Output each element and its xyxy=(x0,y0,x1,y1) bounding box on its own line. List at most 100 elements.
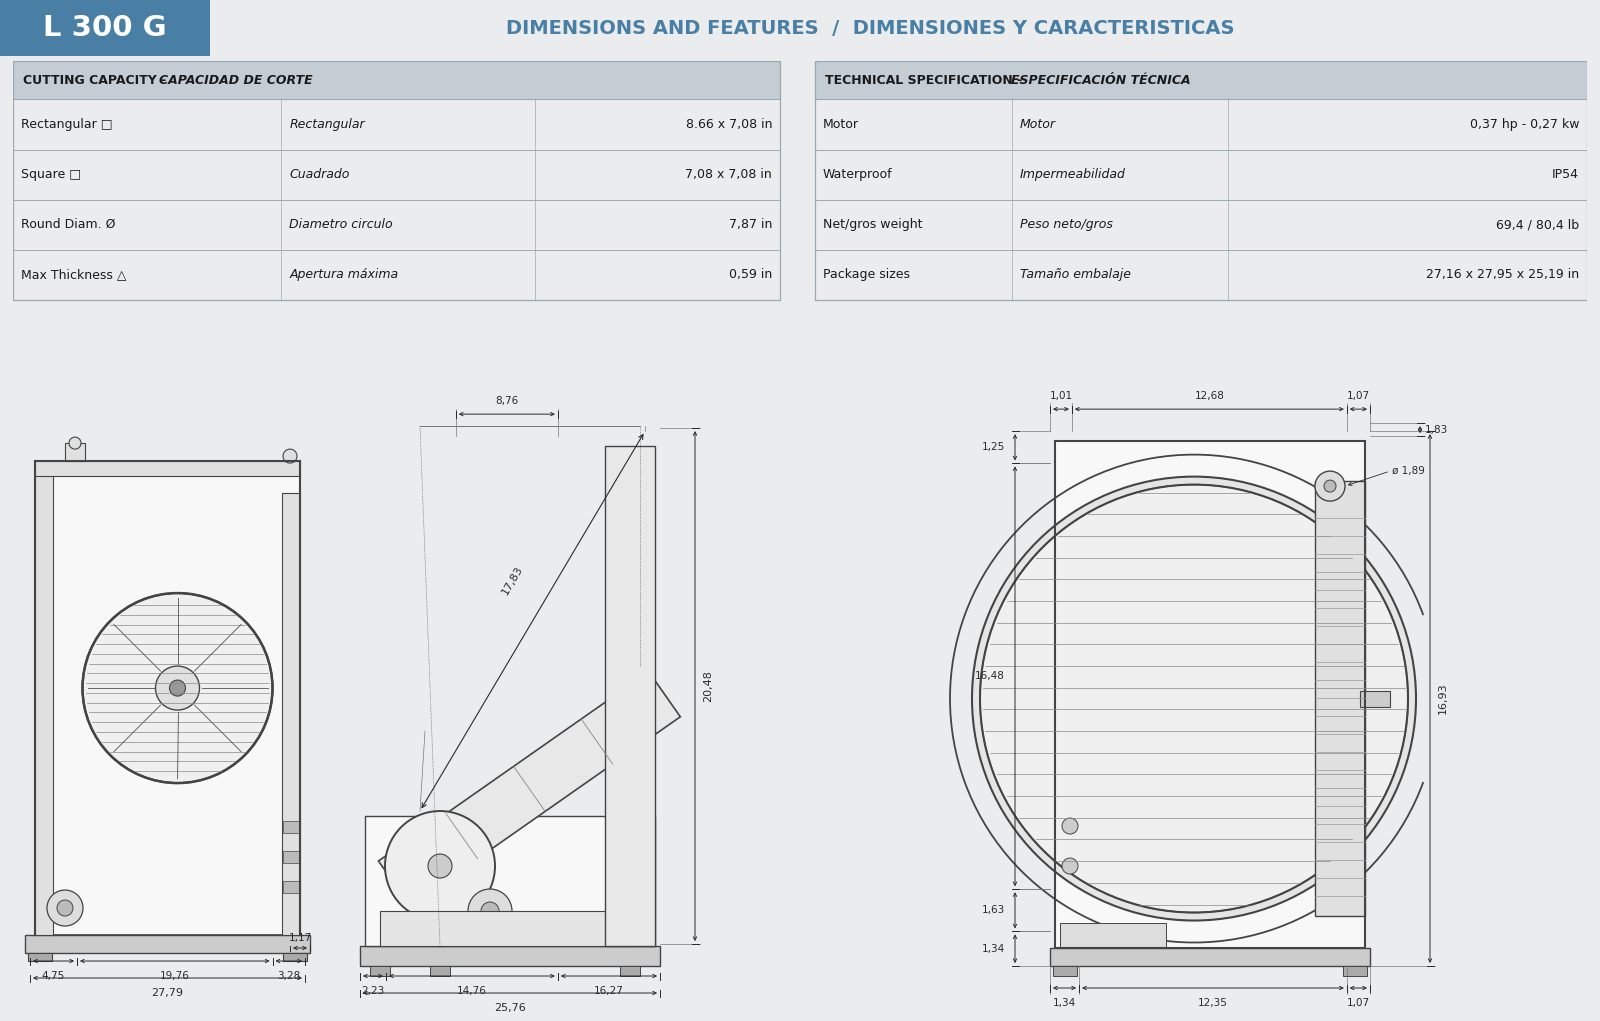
Text: 0,37 hp - 0,27 kw: 0,37 hp - 0,27 kw xyxy=(1470,118,1579,131)
Text: Apertura máxima: Apertura máxima xyxy=(290,269,398,282)
Text: ESPECIFICACIÓN TÉCNICA: ESPECIFICACIÓN TÉCNICA xyxy=(1011,74,1190,87)
Text: 1,34: 1,34 xyxy=(1053,998,1077,1008)
Text: Peso neto/gros: Peso neto/gros xyxy=(1019,218,1112,231)
Text: 27,79: 27,79 xyxy=(152,988,184,998)
Text: 12,68: 12,68 xyxy=(1195,391,1224,401)
FancyBboxPatch shape xyxy=(283,821,299,833)
Text: TECHNICAL SPECIFICATION -: TECHNICAL SPECIFICATION - xyxy=(826,74,1027,87)
Circle shape xyxy=(69,437,82,449)
Text: DIMENSIONS AND FEATURES  /  DIMENSIONES Y CARACTERISTICAS: DIMENSIONS AND FEATURES / DIMENSIONES Y … xyxy=(506,18,1234,38)
Text: 1,01: 1,01 xyxy=(1050,391,1072,401)
Text: 8,76: 8,76 xyxy=(496,396,518,406)
Text: 27,16 x 27,95 x 25,19 in: 27,16 x 27,95 x 25,19 in xyxy=(1426,269,1579,282)
Text: 1,07: 1,07 xyxy=(1347,391,1370,401)
Circle shape xyxy=(1315,471,1346,501)
Text: 1,83: 1,83 xyxy=(1426,425,1448,435)
Circle shape xyxy=(386,811,494,921)
FancyBboxPatch shape xyxy=(66,443,85,461)
Text: 14,76: 14,76 xyxy=(458,986,486,996)
Text: 16,27: 16,27 xyxy=(594,986,624,996)
Text: Motor: Motor xyxy=(822,118,859,131)
Polygon shape xyxy=(621,966,640,976)
FancyBboxPatch shape xyxy=(282,493,301,935)
Text: CUTTING CAPACITY -: CUTTING CAPACITY - xyxy=(22,74,170,87)
Polygon shape xyxy=(370,966,390,976)
Circle shape xyxy=(283,449,298,464)
Text: 0,59 in: 0,59 in xyxy=(730,269,773,282)
Text: L 300 G: L 300 G xyxy=(43,14,166,42)
Text: Net/gros weight: Net/gros weight xyxy=(822,218,923,231)
Text: IP54: IP54 xyxy=(1552,168,1579,181)
Text: 16,93: 16,93 xyxy=(1438,683,1448,715)
Circle shape xyxy=(1325,480,1336,492)
Text: Package sizes: Package sizes xyxy=(822,269,910,282)
FancyBboxPatch shape xyxy=(1315,481,1365,916)
Circle shape xyxy=(1062,858,1078,874)
Polygon shape xyxy=(360,946,661,966)
Text: 1,34: 1,34 xyxy=(982,943,1005,954)
Circle shape xyxy=(155,666,200,710)
Circle shape xyxy=(467,889,512,933)
Text: ø 1,89: ø 1,89 xyxy=(1392,467,1426,476)
Circle shape xyxy=(46,890,83,926)
FancyBboxPatch shape xyxy=(283,881,299,893)
FancyBboxPatch shape xyxy=(35,461,301,476)
Circle shape xyxy=(83,593,272,783)
Polygon shape xyxy=(283,953,307,961)
Text: 8.66 x 7,08 in: 8.66 x 7,08 in xyxy=(685,118,773,131)
Text: 4,75: 4,75 xyxy=(42,971,66,981)
Circle shape xyxy=(979,485,1408,913)
Polygon shape xyxy=(26,935,310,953)
Text: Round Diam. Ø: Round Diam. Ø xyxy=(21,218,115,231)
Circle shape xyxy=(973,477,1416,921)
Polygon shape xyxy=(1342,966,1366,976)
FancyBboxPatch shape xyxy=(0,381,760,981)
Circle shape xyxy=(482,902,499,920)
Text: Diametro circulo: Diametro circulo xyxy=(290,218,394,231)
Polygon shape xyxy=(29,953,51,961)
FancyBboxPatch shape xyxy=(13,61,781,99)
FancyBboxPatch shape xyxy=(35,461,301,935)
Text: 69,4 / 80,4 lb: 69,4 / 80,4 lb xyxy=(1496,218,1579,231)
FancyBboxPatch shape xyxy=(1360,690,1390,707)
Circle shape xyxy=(170,680,186,696)
Text: Max Thickness △: Max Thickness △ xyxy=(21,269,126,282)
Text: Waterproof: Waterproof xyxy=(822,168,893,181)
FancyBboxPatch shape xyxy=(365,816,654,946)
Polygon shape xyxy=(430,966,450,976)
Text: 20,48: 20,48 xyxy=(702,670,714,702)
Text: 2,23: 2,23 xyxy=(362,986,384,996)
Circle shape xyxy=(58,901,74,916)
FancyBboxPatch shape xyxy=(1054,441,1365,949)
Text: 16,48: 16,48 xyxy=(974,672,1005,681)
Text: Rectangular □: Rectangular □ xyxy=(21,118,112,131)
Text: Impermeabilidad: Impermeabilidad xyxy=(1019,168,1126,181)
Circle shape xyxy=(1062,818,1078,834)
FancyBboxPatch shape xyxy=(814,61,1587,99)
FancyBboxPatch shape xyxy=(1059,923,1166,949)
Text: 17,83: 17,83 xyxy=(501,564,525,596)
FancyBboxPatch shape xyxy=(283,852,299,863)
Text: Motor: Motor xyxy=(1019,118,1056,131)
FancyBboxPatch shape xyxy=(605,446,654,946)
FancyBboxPatch shape xyxy=(0,0,210,56)
Text: 7,08 x 7,08 in: 7,08 x 7,08 in xyxy=(685,168,773,181)
Circle shape xyxy=(429,854,453,878)
Text: CAPACIDAD DE CORTE: CAPACIDAD DE CORTE xyxy=(158,74,312,87)
Text: Rectangular: Rectangular xyxy=(290,118,365,131)
Text: 3,28: 3,28 xyxy=(277,971,301,981)
Text: 7,87 in: 7,87 in xyxy=(728,218,773,231)
Polygon shape xyxy=(379,672,680,906)
Polygon shape xyxy=(1050,949,1370,966)
Text: 19,76: 19,76 xyxy=(160,971,190,981)
Text: Cuadrado: Cuadrado xyxy=(290,168,350,181)
FancyBboxPatch shape xyxy=(381,911,630,946)
Text: 1,63: 1,63 xyxy=(982,906,1005,915)
Text: 1,17: 1,17 xyxy=(288,933,312,943)
FancyBboxPatch shape xyxy=(35,461,53,935)
Text: Square □: Square □ xyxy=(21,168,80,181)
Text: Tamaño embalaje: Tamaño embalaje xyxy=(1019,269,1131,282)
Polygon shape xyxy=(1053,966,1077,976)
Text: 25,76: 25,76 xyxy=(494,1003,526,1013)
Text: 1,25: 1,25 xyxy=(982,442,1005,452)
